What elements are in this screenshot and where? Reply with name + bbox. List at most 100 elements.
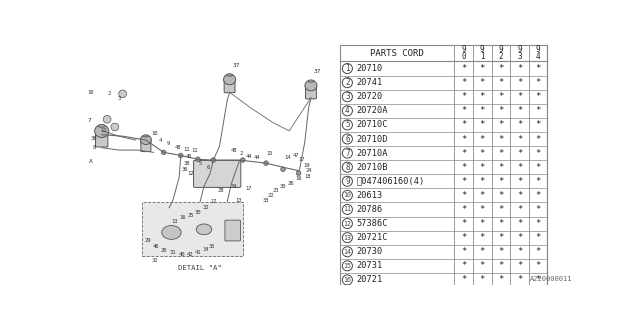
Text: *: * — [535, 163, 541, 172]
Text: 25: 25 — [188, 213, 194, 218]
Text: 4: 4 — [345, 106, 349, 115]
Text: 7: 7 — [345, 148, 349, 157]
Text: 14: 14 — [284, 155, 291, 160]
Text: 17: 17 — [246, 186, 252, 191]
Text: *: * — [461, 276, 467, 284]
Text: *: * — [516, 106, 522, 115]
Text: 8: 8 — [345, 163, 349, 172]
Text: 18: 18 — [305, 174, 311, 180]
Text: *: * — [461, 120, 467, 129]
Text: 20710D: 20710D — [356, 134, 388, 143]
Text: *: * — [461, 191, 467, 200]
Text: 30: 30 — [195, 210, 201, 215]
Ellipse shape — [98, 124, 105, 127]
Circle shape — [195, 157, 200, 162]
Text: 9: 9 — [499, 45, 503, 54]
Text: *: * — [461, 163, 467, 172]
Text: 11: 11 — [100, 128, 106, 133]
Text: 10: 10 — [88, 90, 94, 95]
Text: 16: 16 — [344, 277, 351, 283]
Text: *: * — [461, 106, 467, 115]
Text: 33: 33 — [263, 197, 269, 203]
Text: *: * — [479, 148, 485, 157]
Text: 2: 2 — [499, 52, 503, 60]
Text: 9: 9 — [536, 45, 540, 54]
Text: *: * — [479, 276, 485, 284]
Text: 10: 10 — [344, 192, 351, 198]
Text: *: * — [498, 78, 504, 87]
Text: *: * — [498, 148, 504, 157]
Circle shape — [264, 161, 268, 165]
Text: *: * — [516, 205, 522, 214]
Text: 44: 44 — [246, 154, 252, 159]
Text: *: * — [516, 163, 522, 172]
Text: 13: 13 — [172, 219, 178, 224]
Text: 8: 8 — [92, 145, 95, 150]
Text: 34: 34 — [230, 184, 237, 189]
Text: *: * — [498, 233, 504, 242]
Text: *: * — [479, 177, 485, 186]
Text: *: * — [535, 233, 541, 242]
Text: 9: 9 — [461, 45, 466, 54]
Text: 34: 34 — [202, 247, 209, 252]
Text: 0: 0 — [461, 52, 466, 60]
Text: 6: 6 — [206, 165, 209, 170]
Text: *: * — [479, 261, 485, 270]
Text: 9: 9 — [345, 177, 349, 186]
Text: *: * — [516, 276, 522, 284]
Text: 20710C: 20710C — [356, 120, 388, 129]
Text: 36: 36 — [91, 136, 97, 141]
Text: 20721C: 20721C — [356, 233, 388, 242]
Text: 26: 26 — [287, 181, 294, 186]
Text: *: * — [479, 92, 485, 101]
Text: 2: 2 — [239, 151, 243, 156]
Ellipse shape — [305, 80, 317, 91]
Text: *: * — [479, 64, 485, 73]
Text: 15: 15 — [267, 151, 273, 156]
Text: 2: 2 — [345, 78, 349, 87]
Text: *: * — [535, 191, 541, 200]
Text: 3: 3 — [345, 92, 349, 101]
Text: 36: 36 — [181, 167, 188, 172]
Text: 20720: 20720 — [356, 92, 383, 101]
Text: 22: 22 — [268, 193, 274, 198]
Text: 20721: 20721 — [356, 276, 383, 284]
Text: 5: 5 — [198, 161, 202, 166]
Text: PARTS CORD: PARTS CORD — [370, 49, 424, 58]
FancyBboxPatch shape — [95, 132, 108, 147]
Text: *: * — [498, 247, 504, 256]
Text: *: * — [535, 134, 541, 143]
FancyBboxPatch shape — [193, 160, 241, 188]
Text: 40: 40 — [179, 252, 186, 257]
Ellipse shape — [162, 226, 181, 239]
Bar — [142, 202, 243, 256]
Ellipse shape — [223, 74, 236, 85]
Text: 29: 29 — [145, 238, 152, 243]
Text: 31: 31 — [170, 250, 176, 255]
Text: *: * — [461, 134, 467, 143]
Text: *: * — [479, 106, 485, 115]
Text: *: * — [461, 261, 467, 270]
Text: *: * — [516, 64, 522, 73]
Text: *: * — [535, 64, 541, 73]
Text: *: * — [498, 219, 504, 228]
Circle shape — [161, 150, 166, 155]
Text: 20741: 20741 — [356, 78, 383, 87]
Text: 48: 48 — [174, 145, 181, 150]
Text: *: * — [516, 92, 522, 101]
Text: 20710A: 20710A — [356, 148, 388, 157]
Text: 48: 48 — [230, 148, 237, 153]
Text: *: * — [535, 148, 541, 157]
Text: 13: 13 — [236, 197, 242, 203]
Text: 3: 3 — [517, 52, 522, 60]
Text: 42: 42 — [187, 252, 193, 257]
Ellipse shape — [143, 135, 148, 137]
Text: *: * — [535, 261, 541, 270]
Circle shape — [119, 90, 127, 98]
Text: 11: 11 — [344, 206, 351, 212]
Circle shape — [179, 153, 183, 158]
Text: 46: 46 — [153, 244, 159, 249]
Circle shape — [281, 167, 285, 172]
Text: *: * — [516, 191, 522, 200]
FancyBboxPatch shape — [141, 140, 151, 152]
